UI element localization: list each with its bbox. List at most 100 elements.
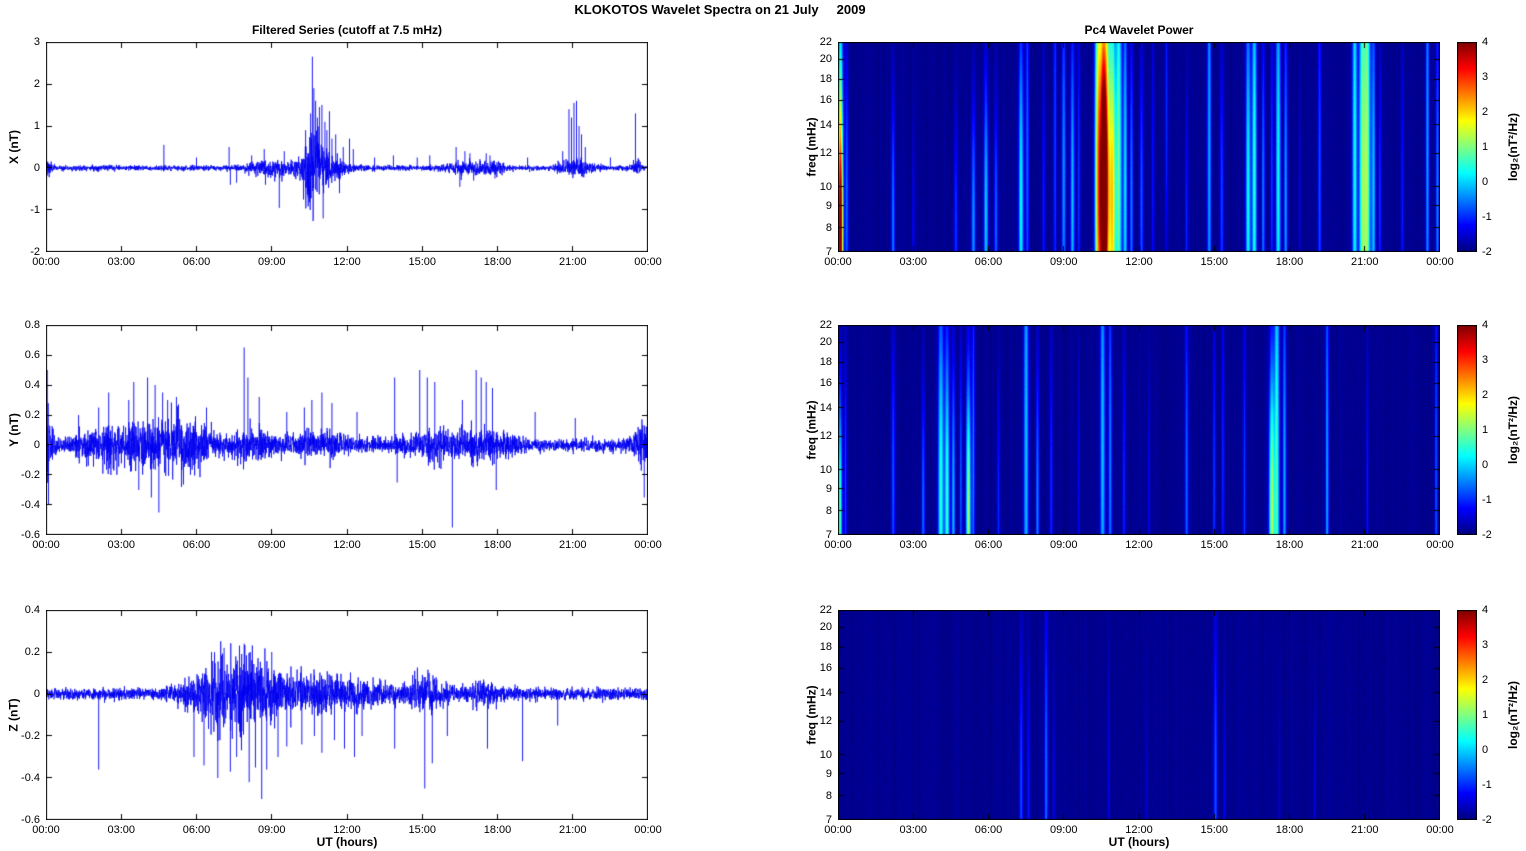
z-filtered-series-plot [46,610,648,820]
x-tick-label: 21:00 [558,539,587,551]
x-filtered-series-plot [46,42,648,252]
colorbar-tick-label: 3 [1482,353,1489,366]
y-tick-label: 0 [33,439,40,451]
y-tick-label: 10 [819,180,832,193]
colorbar-label-box: log₂(nT²/Hz) [1505,610,1521,820]
colorbar-tick-label: 2 [1482,105,1489,118]
x-tick-label: 12:00 [333,256,361,268]
y-tick-label: 0.4 [24,379,40,391]
y-axis-label-box: freq (mHz) [804,325,820,535]
x-tick-label: 00:00 [1426,256,1454,268]
x-tick-label: 18:00 [483,824,512,836]
x-tick-label: 06:00 [974,256,1003,268]
y-tick-label: 12 [819,147,832,160]
y-tick-label: 8 [825,504,832,517]
z-wavelet-spectrogram [838,610,1440,820]
y-tick-label: 22 [819,319,832,331]
x-tick-label: 03:00 [899,539,928,551]
colorbar-tick-label: 4 [1482,604,1489,616]
x-tick-label: 18:00 [483,539,512,551]
colorbar-tick-label: 0 [1482,743,1489,756]
x-tick-label: 12:00 [1125,824,1153,836]
x-tick-label: 21:00 [1350,256,1379,268]
x-nt-axis-label: X (nT) [7,130,21,164]
y-tick-label: 2 [33,78,40,90]
panel-z-wavelet-power: freq (mHz) UT (hours) 22 20 18 16 14 12 10 9 8 7 0… [805,604,1454,849]
x-tick-label: 21:00 [558,824,587,836]
x-tick-label: 03:00 [107,824,136,836]
colorbar-gradient [1457,610,1477,820]
x-tick-label: 06:00 [182,539,211,551]
y-tick-label: 9 [825,199,832,212]
x-tick-label: 03:00 [899,256,928,268]
colorbar-tick-label: 1 [1482,424,1489,436]
y-tick-label: 18 [819,355,832,368]
colorbar-tick-label: 0 [1482,458,1489,471]
colorbar-tick-label: 2 [1482,673,1489,686]
x-tick-label: 12:00 [1125,256,1153,268]
x-tick-label: 00:00 [634,256,662,268]
y-tick-label: 8 [825,221,832,234]
panel-x-filtered-series: Filtered Series (cutoff at 7.5 mHz) X (n… [7,23,662,268]
y-tick-label: 0 [33,688,40,700]
x-tick-label: 09:00 [1049,539,1078,551]
colorbar-z-wavelet: log₂(nT²/Hz) 4 3 2 1 0 -1 -2 [1457,604,1520,826]
colorbar-tick-label: -2 [1482,814,1492,826]
x-tick-label: 09:00 [257,824,286,836]
y-tick-label: 12 [819,715,832,728]
wavelet-power-title: Pc4 Wavelet Power [1084,23,1194,37]
colorbar-tick-label: 4 [1482,36,1489,48]
y-tick-label: 14 [819,401,832,414]
y-tick-label: 10 [819,463,832,476]
y-tick-label: -0.2 [21,730,40,742]
panel-z-filtered-series: Z (nT) UT (hours) 0.4 0.2 0 -0.2 -0.4 -0.6 00:… [7,604,662,849]
y-tick-label: 16 [819,94,832,107]
z-nt-axis-label: Z (nT) [7,698,22,732]
x-tick-label: 15:00 [408,256,437,268]
x-tick-label: 09:00 [257,256,286,268]
y-tick-label: 0.8 [24,319,40,331]
y-tick-label: 0.2 [24,409,40,421]
y-tick-label: 22 [819,604,832,616]
y-tick-label: 9 [825,767,832,780]
left-x-axis-label: UT (hours) [316,835,378,849]
colorbar-tick-label: 1 [1482,141,1489,153]
colorbar-label-box: log₂(nT²/Hz) [1505,325,1521,535]
colorbar-label-box: log₂(nT²/Hz) [1505,42,1521,252]
y-tick-label: 0.2 [24,646,40,658]
panel-y-wavelet-power: freq (mHz) 22 20 18 16 14 12 10 9 8 7 00:00 03:00 06… [805,319,1454,551]
y-filtered-series-plot [46,325,648,535]
x-tick-label: 00:00 [1426,539,1454,551]
y-tick-label: 7 [825,529,832,541]
colorbar-gradient [1457,325,1477,535]
x-tick-label: 00:00 [824,824,852,836]
colorbar-tick-label: 1 [1482,709,1489,721]
y-tick-label: 3 [33,36,40,48]
x-tick-label: 00:00 [634,824,662,836]
y-tick-label: 0 [33,162,40,174]
x-tick-label: 12:00 [333,539,361,551]
x-tick-label: 12:00 [1125,539,1153,551]
colorbar-tick-label: 2 [1482,388,1489,401]
y-axis-label-box: freq (mHz) [804,42,820,252]
x-tick-label: 03:00 [107,539,136,551]
x-tick-label: 18:00 [483,256,512,268]
right-x-axis-label: UT (hours) [1108,835,1170,849]
y-tick-label: -0.4 [21,499,40,511]
y-tick-label: 7 [825,814,832,826]
y-tick-label: 14 [819,118,832,131]
x-tick-label: 00:00 [32,256,60,268]
y-tick-label: -0.6 [21,814,40,826]
x-tick-label: 06:00 [182,824,211,836]
x-tick-label: 00:00 [634,539,662,551]
x-tick-label: 12:00 [333,824,361,836]
y-tick-label: 14 [819,686,832,699]
x-tick-label: 06:00 [182,256,211,268]
x-tick-label: 18:00 [1275,539,1304,551]
y-tick-label: 7 [825,246,832,258]
x-tick-label: 09:00 [257,539,286,551]
y-tick-label: 0.6 [24,349,40,361]
y-tick-label: 0.4 [24,604,40,616]
y-tick-label: 9 [825,482,832,495]
